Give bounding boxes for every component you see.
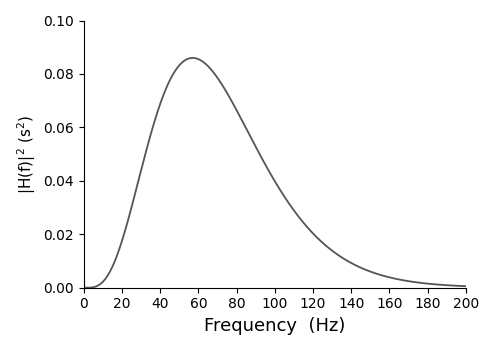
X-axis label: Frequency  (Hz): Frequency (Hz): [204, 317, 345, 335]
Y-axis label: |H(f)|$^2$ (s$^2$): |H(f)|$^2$ (s$^2$): [15, 114, 38, 194]
